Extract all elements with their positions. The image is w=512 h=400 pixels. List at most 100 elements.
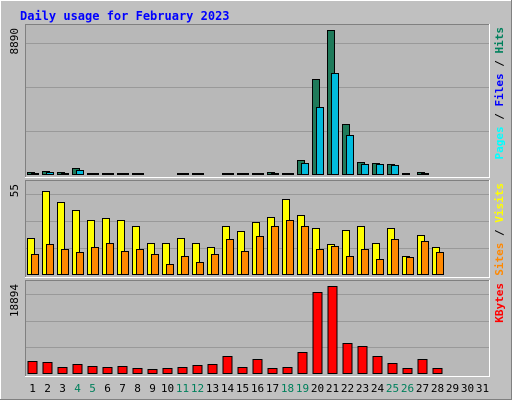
x-tick-label: 21 — [326, 382, 339, 395]
x-tick-label: 13 — [206, 382, 219, 395]
x-tick-label: 9 — [149, 382, 156, 395]
bar-kbytes-day-26 — [402, 368, 413, 374]
bar-files-day-1 — [31, 173, 39, 175]
bar-kbytes-day-25 — [387, 363, 398, 374]
x-tick-label: 3 — [59, 382, 66, 395]
x-tick-label: 20 — [311, 382, 324, 395]
bar-hits-day-26 — [402, 173, 410, 175]
x-tick-label: 18 — [281, 382, 294, 395]
bar-files-day-12 — [196, 173, 204, 175]
legend-separator: / — [493, 54, 506, 74]
bar-sites-day-7 — [121, 251, 129, 275]
bar-sites-day-12 — [196, 262, 204, 275]
bar-kbytes-day-17 — [267, 368, 278, 374]
x-tick-label: 10 — [161, 382, 174, 395]
x-tick-label: 8 — [134, 382, 141, 395]
legend-item-visits: Visits — [493, 183, 506, 223]
bar-files-day-16 — [256, 173, 264, 175]
bar-kbytes-day-4 — [72, 364, 83, 374]
bar-kbytes-day-7 — [117, 366, 128, 374]
bar-kbytes-day-15 — [237, 367, 248, 374]
bar-sites-day-24 — [376, 259, 384, 275]
x-tick-label: 1 — [29, 382, 36, 395]
bar-sites-day-2 — [46, 244, 54, 275]
bar-kbytes-day-27 — [417, 359, 428, 374]
bar-kbytes-day-21 — [327, 286, 338, 374]
bar-files-day-17 — [271, 173, 279, 175]
bar-files-day-7 — [121, 173, 129, 175]
x-tick-label: 5 — [89, 382, 96, 395]
legend-hits: Pages / Files / Hits — [493, 27, 506, 160]
x-tick-label: 15 — [236, 382, 249, 395]
x-tick-label: 19 — [296, 382, 309, 395]
x-tick-label: 30 — [461, 382, 474, 395]
x-tick-label: 29 — [446, 382, 459, 395]
chart-title: Daily usage for February 2023 — [20, 9, 230, 23]
bar-sites-day-4 — [76, 252, 84, 275]
legend-item-pages: Pages — [493, 126, 506, 159]
bar-kbytes-day-28 — [432, 368, 443, 374]
bar-kbytes-day-23 — [357, 346, 368, 374]
x-tick-label: 25 — [386, 382, 399, 395]
bar-sites-day-14 — [226, 239, 234, 275]
bar-files-day-3 — [61, 173, 69, 175]
bar-sites-day-17 — [271, 226, 279, 275]
x-tick-label: 23 — [356, 382, 369, 395]
bar-files-day-18 — [286, 173, 294, 175]
legend-separator: / — [493, 107, 506, 127]
bar-sites-day-8 — [136, 249, 144, 275]
chart-panels: 8890 Pages / Files / Hits 55 Sites / Visits… — [8, 24, 506, 377]
bar-files-day-20 — [316, 107, 324, 175]
x-tick-label: 7 — [119, 382, 126, 395]
x-tick-label: 4 — [74, 382, 81, 395]
bar-sites-day-11 — [181, 256, 189, 275]
bar-kbytes-day-6 — [102, 367, 113, 374]
x-tick-label: 2 — [44, 382, 51, 395]
panel-visits: 55 Sites / Visits — [8, 180, 506, 278]
bar-files-day-6 — [106, 173, 114, 175]
bar-kbytes-day-13 — [207, 364, 218, 374]
bar-sites-day-10 — [166, 264, 174, 275]
bar-kbytes-day-16 — [252, 359, 263, 374]
x-tick-label: 12 — [191, 382, 204, 395]
panel-kbytes: 18894 KBytes — [8, 280, 506, 377]
bar-kbytes-day-19 — [297, 352, 308, 374]
bar-sites-day-15 — [241, 251, 249, 275]
y-max-label-visits: 55 — [8, 184, 21, 197]
bar-sites-day-19 — [301, 226, 309, 275]
legend-item-sites: Sites — [493, 243, 506, 276]
bar-kbytes-day-14 — [222, 356, 233, 374]
bar-kbytes-day-12 — [192, 365, 203, 374]
bar-kbytes-day-8 — [132, 368, 143, 374]
x-tick-label: 17 — [266, 382, 279, 395]
bar-kbytes-day-20 — [312, 292, 323, 374]
bar-sites-day-23 — [361, 249, 369, 275]
legend-separator: / — [493, 223, 506, 243]
plot-area-hits — [25, 24, 490, 178]
x-axis-labels: 1 2 3 4 5 6 7 8 9 10 11 12 13 14 15 16 17 18 19 20 21 22 23 24 2… — [29, 382, 489, 395]
bar-files-day-15 — [241, 173, 249, 175]
bar-sites-day-9 — [151, 254, 159, 275]
x-tick-label: 27 — [416, 382, 429, 395]
bar-files-day-11 — [181, 173, 189, 175]
bar-kbytes-day-11 — [177, 367, 188, 374]
bar-sites-day-18 — [286, 220, 294, 275]
legend-item-hits: Hits — [493, 27, 506, 54]
bar-sites-day-5 — [91, 247, 99, 275]
bar-sites-day-21 — [331, 246, 339, 275]
bar-files-day-27 — [421, 173, 429, 175]
bar-kbytes-day-3 — [57, 367, 68, 374]
x-tick-label: 28 — [431, 382, 444, 395]
bar-sites-day-20 — [316, 249, 324, 275]
bar-files-day-14 — [226, 173, 234, 175]
bar-kbytes-day-5 — [87, 366, 98, 374]
bar-sites-day-28 — [436, 252, 444, 275]
y-max-label-kbytes: 18894 — [8, 284, 21, 317]
bar-kbytes-day-10 — [162, 368, 173, 374]
bar-files-day-24 — [376, 164, 384, 175]
bar-kbytes-day-9 — [147, 369, 158, 374]
bar-sites-day-16 — [256, 236, 264, 275]
legend-visits: Sites / Visits — [493, 183, 506, 276]
x-tick-label: 14 — [221, 382, 235, 395]
